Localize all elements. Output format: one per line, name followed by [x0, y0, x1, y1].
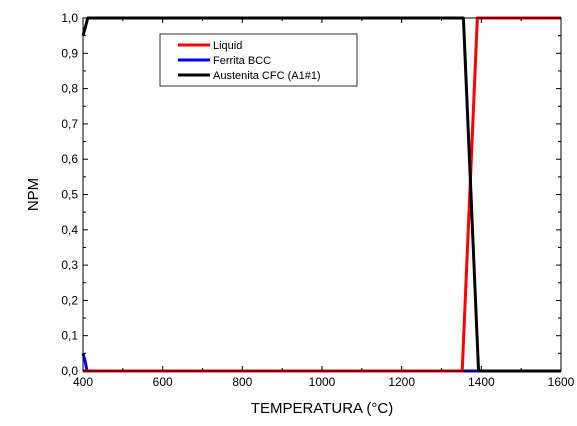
- ticks-layer: 400 600 800 1000 1200 1400 1600 0,0 0,1 0,2 0,3 0,4…: [61, 11, 574, 389]
- x-axis-title: TEMPERATURA (°C): [251, 400, 393, 417]
- y-tick-label: 0,8: [61, 82, 78, 96]
- legend: Liquid Ferrita BCC Austenita CFC (A1#1): [159, 33, 358, 87]
- y-tick-label: 0,0: [61, 364, 78, 378]
- x-tick-label: 600: [153, 375, 173, 389]
- y-tick-label: 0,6: [61, 152, 78, 166]
- x-tick-label: 1200: [388, 375, 415, 389]
- x-tick-label: 1600: [548, 375, 575, 389]
- y-tick-label: 0,9: [61, 46, 78, 60]
- legend-label: Ferrita BCC: [213, 55, 271, 67]
- y-tick-label: 0,5: [61, 188, 78, 202]
- legend-label: Liquid: [213, 40, 242, 52]
- x-tick-label: 800: [232, 375, 252, 389]
- y-tick-label: 0,1: [61, 329, 78, 343]
- x-tick-label: 1000: [309, 375, 336, 389]
- y-tick-label: 0,7: [61, 117, 78, 131]
- legend-label: Austenita CFC (A1#1): [213, 70, 321, 82]
- y-tick-label: 1,0: [61, 11, 78, 25]
- y-tick-label: 0,4: [61, 223, 78, 237]
- y-axis-title: NPM: [25, 178, 42, 211]
- legend-items: Liquid Ferrita BCC Austenita CFC (A1#1): [178, 40, 321, 82]
- y-tick-label: 0,3: [61, 258, 78, 272]
- x-tick-label: 1400: [468, 375, 495, 389]
- x-tick-label: 400: [73, 375, 93, 389]
- y-tick-label: 0,2: [61, 293, 78, 307]
